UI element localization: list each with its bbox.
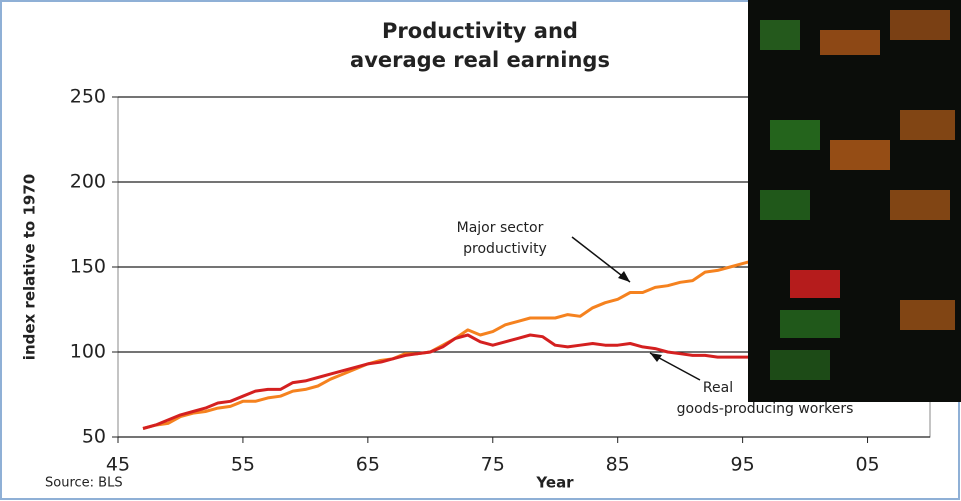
photo [748, 0, 961, 402]
source: Source: BLS [45, 476, 123, 491]
x-tick-label: 65 [356, 454, 380, 476]
y-axis-label: index relative to 1970 [21, 174, 39, 360]
annotation: Real [703, 380, 733, 396]
y-tick-label: 250 [70, 86, 106, 108]
y-tick-label: 50 [82, 426, 106, 448]
x-tick-label: 95 [731, 454, 755, 476]
x-tick-label: 55 [231, 454, 255, 476]
chart-title: Productivity and [382, 19, 578, 43]
arrow [571, 236, 631, 283]
line [142, 333, 768, 430]
x-tick-label: 05 [855, 454, 879, 476]
arrow-head [650, 353, 662, 362]
y-tick-label: 200 [70, 171, 106, 193]
arrow-head [618, 271, 630, 282]
y-tick-label: 150 [70, 256, 106, 278]
x-tick-label: 85 [606, 454, 630, 476]
chart-title: average real earnings [350, 48, 610, 72]
x-tick-label: 75 [481, 454, 505, 476]
y-tick-label: 100 [70, 341, 106, 363]
annotation: productivity [463, 241, 547, 257]
x-axis-label: Year [535, 474, 574, 492]
annotation: goods-producing workers [677, 401, 854, 417]
annotation: Major sector [457, 220, 544, 236]
x-tick-label: 45 [106, 454, 130, 476]
